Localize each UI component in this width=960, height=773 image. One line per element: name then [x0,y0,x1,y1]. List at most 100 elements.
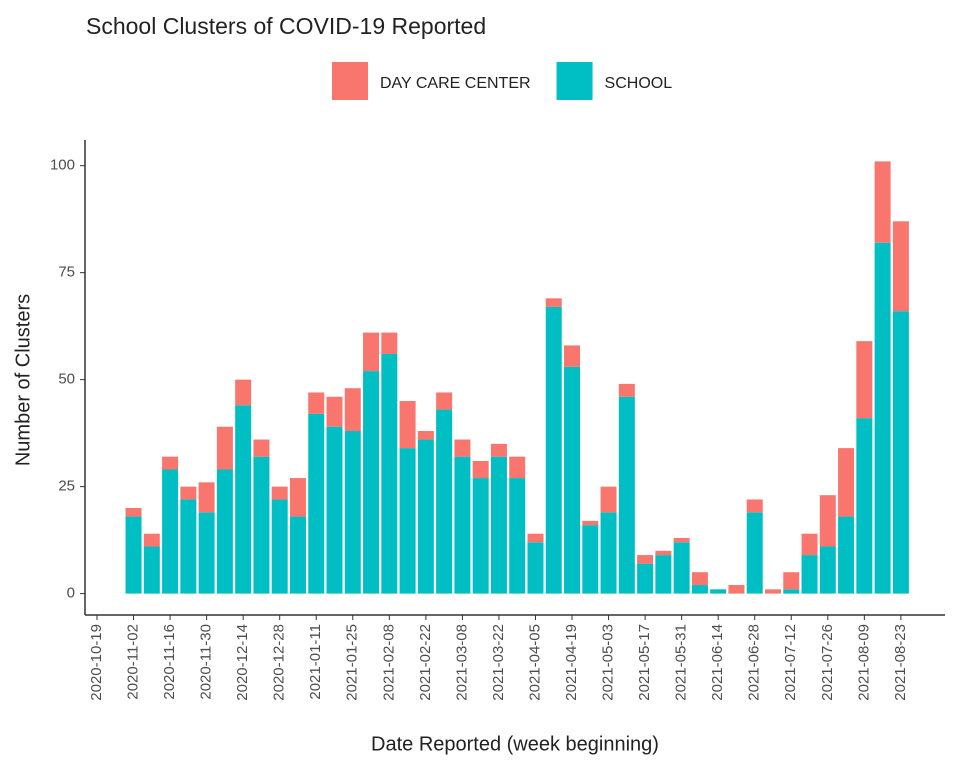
legend-swatch [556,62,593,100]
bar-segment [490,456,507,594]
x-tick-label: 2021-02-22 [417,624,434,701]
legend-label: DAY CARE CENTER [380,75,531,92]
bar-segment [399,401,416,449]
bar-segment [289,516,306,594]
bar-segment [600,512,617,594]
bar-segment [381,332,398,354]
bar-segment [545,306,562,594]
bar-segment [582,520,599,526]
bar-segment [600,486,617,513]
x-tick-label: 2021-08-09 [855,624,872,701]
y-tick-label: 50 [58,371,75,388]
bar-segment [564,366,581,594]
legend-swatch [332,62,368,100]
bar-segment [801,555,818,594]
x-tick-label: 2020-10-19 [88,624,105,701]
bar-segment [564,345,581,367]
bar-segment [326,426,343,594]
x-tick-label: 2020-12-14 [234,624,251,701]
bar-segment [235,379,252,406]
bar-segment [746,512,763,594]
bar-segment [472,460,489,479]
y-tick-label: 0 [67,585,75,602]
bar-segment [454,439,471,457]
bar-segment [673,537,690,543]
bar-segment [162,469,179,594]
bar-segment [454,456,471,594]
bar-segment [637,563,654,594]
bar-segment [509,478,526,594]
bar-segment [819,495,836,547]
y-tick-label: 25 [58,478,75,495]
bar-segment [874,161,891,243]
bar-segment [289,478,306,517]
bar-segment [728,585,745,594]
bar-segment [417,439,434,594]
bar-segment [618,396,635,594]
bar-segment [417,430,434,440]
x-tick-label: 2021-08-23 [892,624,909,701]
bar-segment [655,550,672,556]
bar-segment [892,311,909,594]
bar-segment [216,469,233,594]
x-tick-label: 2021-05-03 [600,624,617,701]
x-tick-label: 2021-03-08 [453,624,470,701]
x-tick-label: 2021-05-31 [673,624,690,701]
bar-segment [783,589,800,594]
bar-segment [856,341,873,419]
y-axis-label: Number of Clusters [12,294,34,466]
bar-segment [691,572,708,586]
x-tick-label: 2021-05-17 [636,624,653,701]
bar-segment [527,533,544,543]
bar-segment [253,456,270,594]
bar-segment [381,353,398,594]
bar-segment [363,332,380,372]
x-tick-label: 2020-11-16 [161,624,178,700]
bar-segment [527,542,544,594]
x-tick-label: 2021-07-26 [819,624,836,701]
x-tick-label: 2021-06-28 [746,624,763,701]
y-tick-label: 100 [50,157,75,174]
x-tick-label: 2020-12-28 [271,624,288,701]
bar-segment [856,418,873,594]
bar-segment [819,546,836,594]
bar-segment [180,499,197,594]
bar-segment [838,448,855,517]
bar-segment [344,430,361,594]
bar-segment [363,371,380,594]
bar-segment [691,585,708,594]
x-tick-label: 2021-01-25 [344,624,361,701]
bar-segment [344,388,361,431]
bar-segment [271,486,288,500]
bar-segment [783,572,800,590]
bar-segment [509,456,526,479]
bar-segment [125,516,142,594]
x-tick-label: 2021-03-22 [490,624,507,701]
x-tick-label: 2021-04-19 [563,624,580,701]
bar-segment [308,413,325,594]
bar-segment [143,546,160,594]
bar-segment [180,486,197,500]
bar-segment [637,555,654,564]
bar-segment [216,426,233,470]
bar-segment [490,443,507,457]
bar-segment [271,499,288,594]
x-axis-label: Date Reported (week beginning) [371,733,659,755]
bar-segment [892,221,909,312]
bar-segment [472,478,489,594]
bar-segment [618,383,635,397]
bar-segment [582,525,599,594]
x-tick-label: 2021-07-12 [782,624,799,701]
bar-segment [874,242,891,594]
bar-segment [655,555,672,594]
x-tick-label: 2021-01-11 [307,624,324,700]
bar-segment [436,392,453,410]
bar-segment [198,482,215,513]
bar-segment [710,589,727,594]
bar-segment [838,516,855,594]
x-tick-label: 2020-11-02 [125,624,142,700]
bar-segment [143,533,160,547]
bar-segment [235,405,252,594]
x-tick-label: 2020-11-30 [198,624,215,700]
